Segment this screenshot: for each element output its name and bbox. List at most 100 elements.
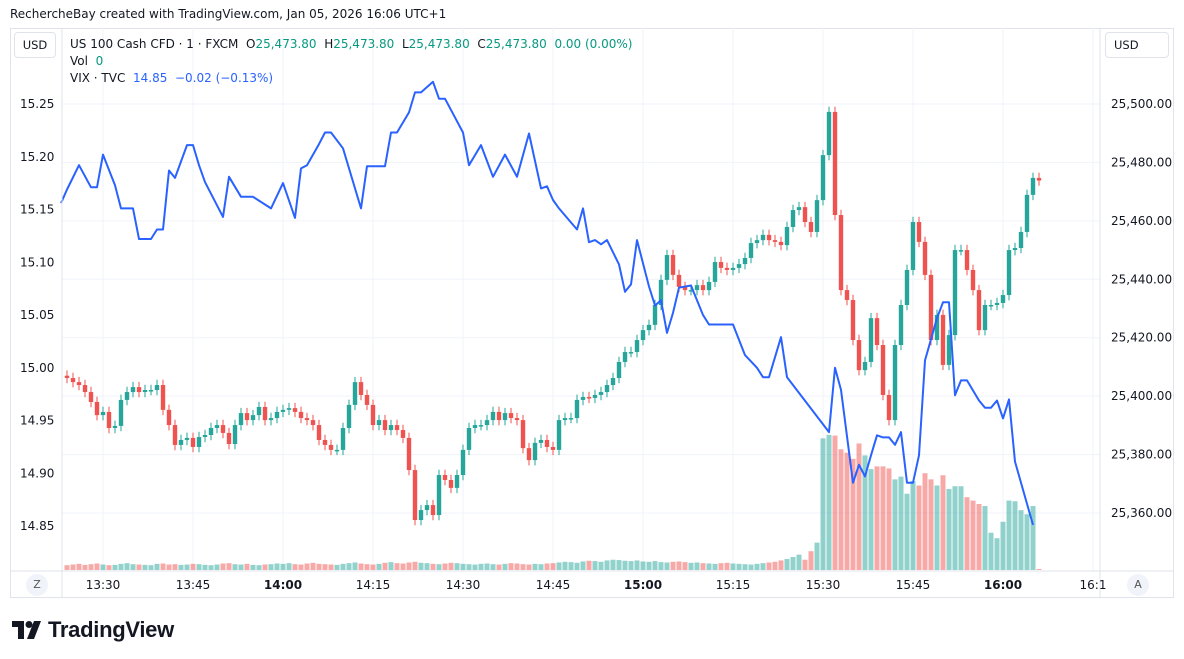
tradingview-logo[interactable]: TradingView [12, 617, 174, 643]
volume-bar [532, 563, 538, 570]
candle-body [274, 411, 280, 419]
vix-legend[interactable]: VIX · TVC 14.85 −0.02 (−0.13%) [70, 70, 632, 87]
volume-bar [496, 564, 502, 570]
candle-body [796, 207, 802, 211]
vix-tick-label: 14.95 [20, 414, 54, 428]
volume-bar [916, 485, 922, 570]
volume-bar [478, 563, 484, 570]
candle-body [586, 397, 592, 399]
left-currency-button[interactable]: USD [14, 32, 56, 58]
candle-body [496, 411, 502, 421]
volume-bar [970, 500, 976, 570]
volume-bar [310, 562, 316, 570]
change-value: 0.00 (0.00%) [554, 37, 633, 51]
volume-bar [886, 468, 892, 570]
candle-body [502, 413, 508, 421]
volume-bar [322, 564, 328, 570]
candle-body [604, 385, 610, 393]
candle-body [574, 399, 580, 419]
candle-body [820, 155, 826, 201]
volume-bar [760, 563, 766, 570]
right-currency-button[interactable]: USD [1105, 32, 1169, 58]
volume-bar [850, 458, 856, 570]
price-tick-label: 25,380.00 [1111, 448, 1172, 462]
volume-bar [208, 565, 214, 570]
candle-body [238, 413, 244, 426]
tradingview-logo-icon [12, 621, 41, 639]
candle-body [724, 267, 730, 270]
candle-body [712, 262, 718, 282]
volume-bar [754, 563, 760, 570]
volume-bar [106, 565, 112, 570]
candle-body [556, 420, 562, 450]
vix-tick-label: 15.20 [20, 150, 54, 164]
candle-body [814, 200, 820, 232]
volume-bar [328, 564, 334, 570]
candle-body [706, 281, 712, 291]
volume-bar [160, 563, 166, 570]
volume-bar [88, 564, 94, 570]
volume-bar [1000, 521, 1006, 570]
candle-body [328, 444, 334, 450]
candle-body [388, 425, 394, 431]
candle-body [676, 274, 682, 287]
volume-bar [868, 469, 874, 570]
volume-bar [766, 562, 772, 570]
candle-body [442, 475, 448, 480]
candle-body [1000, 295, 1006, 303]
volume-bar [832, 435, 838, 570]
time-tick-label: 16:00 [984, 578, 1022, 592]
auto-scale-button[interactable]: A [1127, 574, 1149, 596]
candle-body [178, 439, 184, 445]
candle-body [772, 240, 778, 242]
volume-bar [502, 563, 508, 570]
volume-bar [430, 563, 436, 570]
vix-line [60, 80, 1034, 526]
volume-value: 0 [95, 54, 104, 68]
volume-bar [406, 562, 412, 570]
axis-labels: 25,500.00 25,480.00 25,460.00 25,440.00 25,4… [20, 97, 1172, 592]
volume-bar [640, 561, 646, 570]
candle-body [916, 222, 922, 242]
candle-body [784, 226, 790, 246]
candle-body [832, 111, 838, 216]
candle-body [868, 318, 874, 362]
candle-body [160, 385, 166, 410]
main-series-legend[interactable]: US 100 Cash CFD · 1 · FXCM O25,473.80 H2… [70, 36, 632, 53]
volume-bar [340, 563, 346, 570]
volume-bar [568, 562, 574, 570]
time-tick-label: 16:1 [1080, 578, 1107, 592]
close-value: 25,473.80 [485, 37, 547, 51]
price-tick-label: 25,480.00 [1111, 155, 1172, 169]
volume-bar [790, 557, 796, 570]
candle-body [196, 437, 202, 447]
open-value: 25,473.80 [255, 37, 317, 51]
volume-bar [946, 488, 952, 570]
zoom-auto-button[interactable]: Z [26, 574, 48, 596]
volume-bar [802, 559, 808, 570]
candle-body [226, 432, 232, 445]
volume-bar [172, 564, 178, 570]
candle-body [214, 425, 220, 428]
candle-body [952, 250, 958, 336]
candle-body [358, 382, 364, 395]
candle-body [394, 425, 400, 431]
time-tick-label: 15:15 [716, 578, 751, 592]
volume-bar [400, 563, 406, 570]
candle-body [508, 413, 514, 419]
time-tick-label: 15:00 [624, 578, 662, 592]
candle-body [658, 279, 664, 305]
volume-bar [994, 538, 1000, 570]
candle-body [418, 510, 424, 521]
volume-bar [304, 563, 310, 570]
vix-tick-label: 15.15 [20, 203, 54, 217]
candle-body [262, 406, 268, 421]
volume-bar [526, 564, 532, 570]
candle-body [220, 425, 226, 433]
volume-bar [880, 466, 886, 570]
volume-label: Vol [70, 54, 88, 68]
candle-body [352, 382, 358, 405]
volume-legend[interactable]: Vol 0 [70, 53, 632, 70]
candle-body [490, 411, 496, 421]
